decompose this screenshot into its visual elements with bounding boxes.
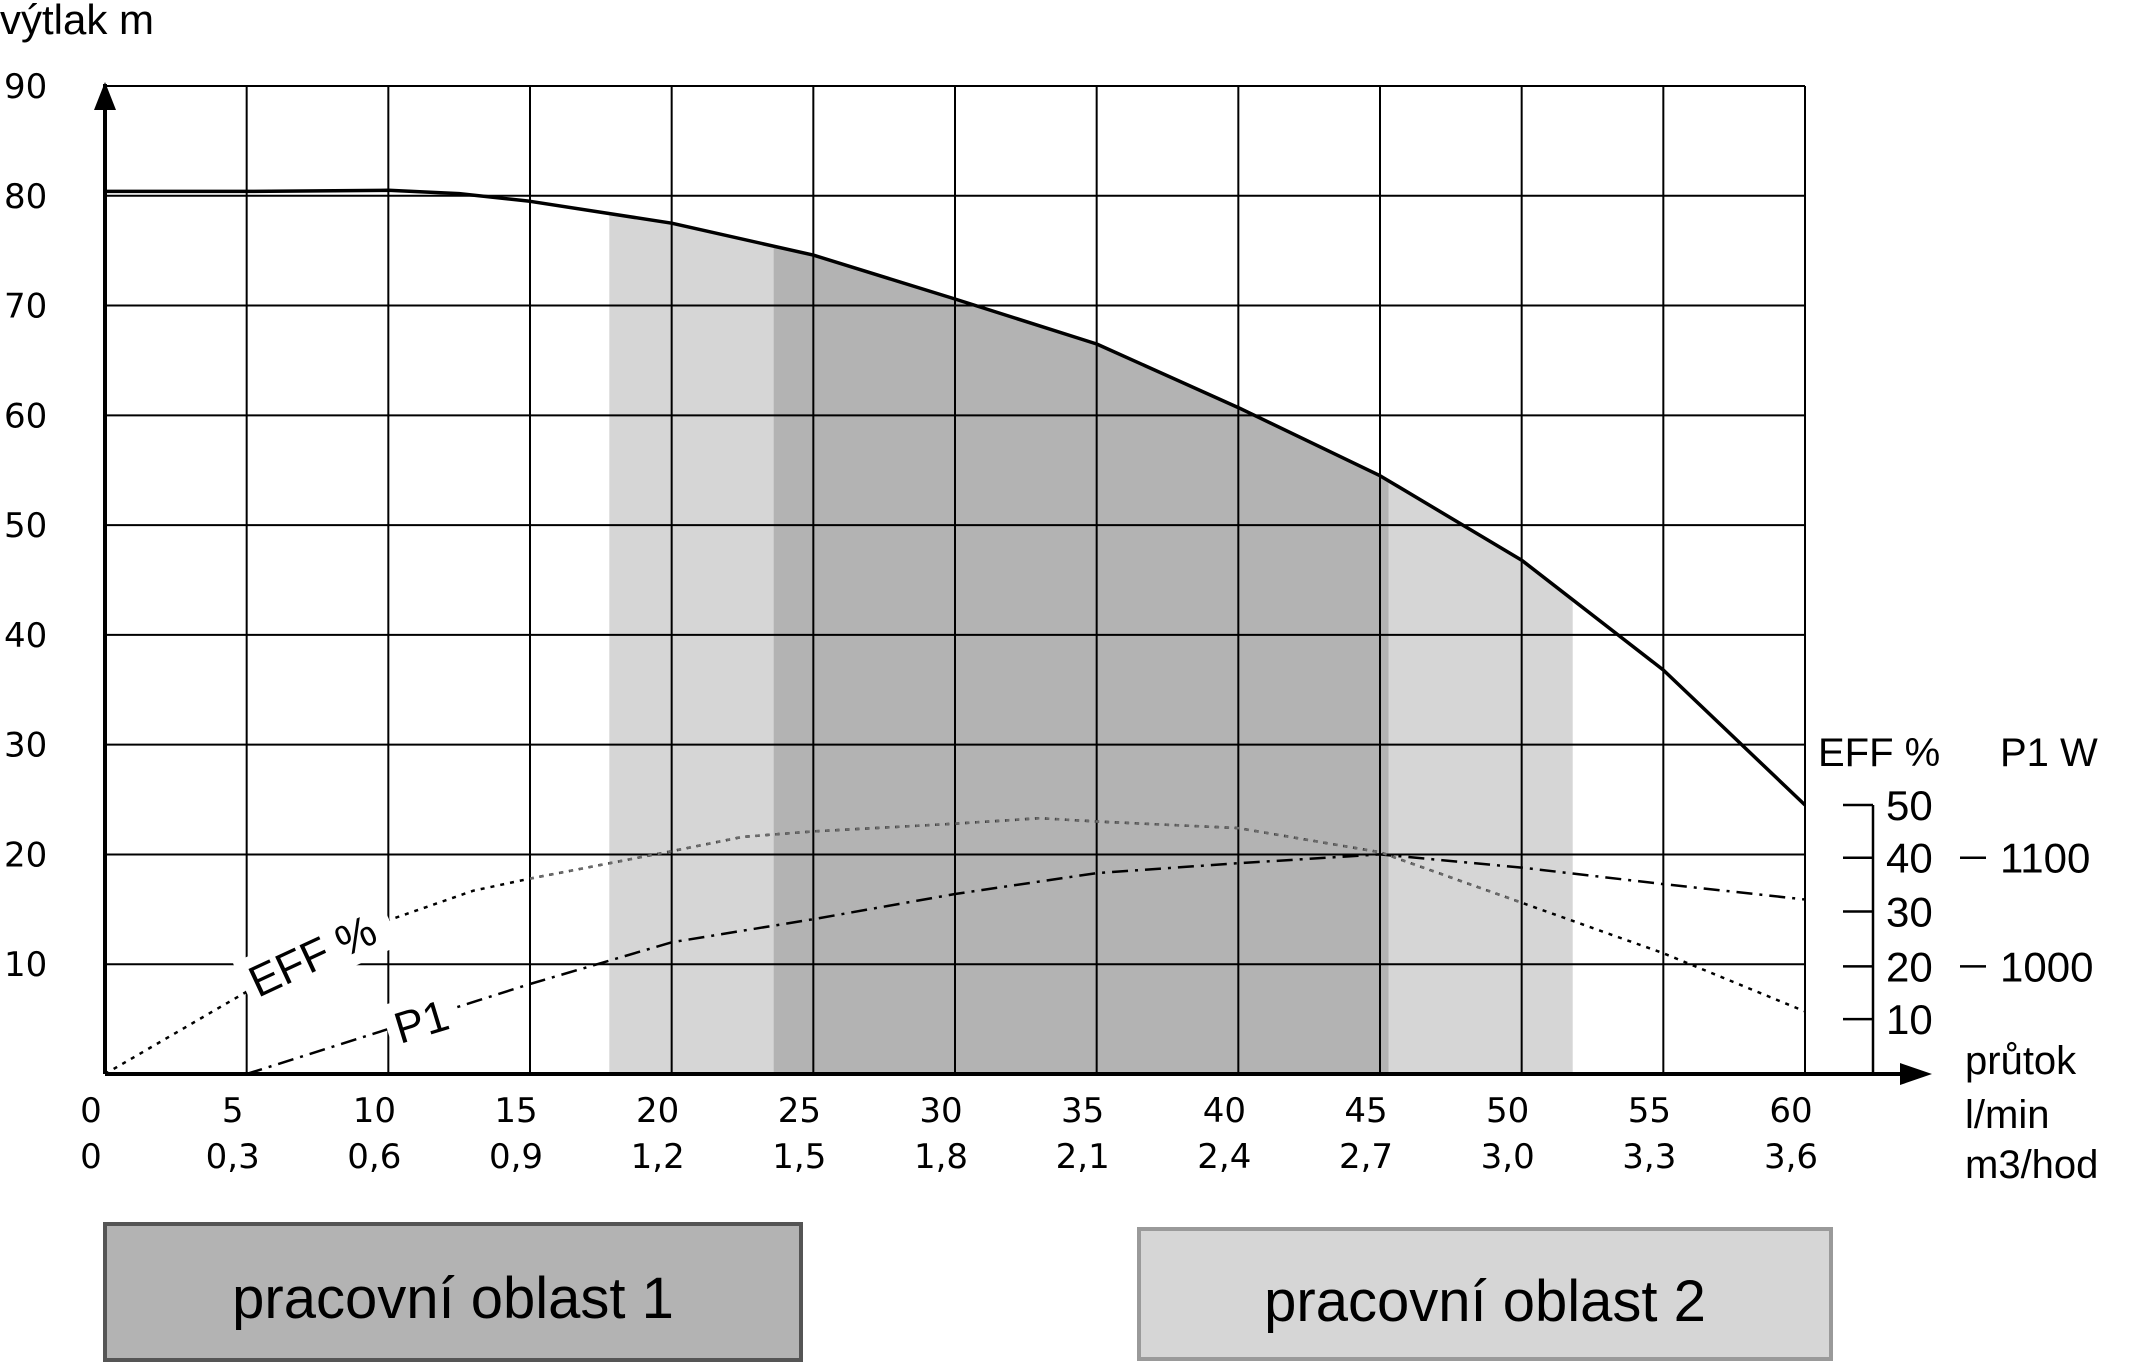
x-tick-label-m3: 3,6 [1764, 1137, 1818, 1177]
performance-curves [105, 188, 1805, 1074]
eff-curve-label: EFF % [232, 895, 401, 1013]
x-tick-label-m3: 0,6 [347, 1137, 401, 1177]
eff-axis-tick-label: 40 [1886, 835, 1933, 882]
curve-eff-shaded [529, 816, 1523, 904]
p1-axis-tick-label: 1100 [2000, 835, 2090, 882]
legend: pracovní oblast 1 pracovní oblast 2 [103, 1222, 1833, 1362]
y-tick-label: 90 [4, 67, 47, 107]
legend-region2-label: pracovní oblast 2 [1264, 1269, 1706, 1334]
x-tick-label-lmin: 55 [1628, 1091, 1671, 1131]
eff-axis-tick-label: 50 [1886, 782, 1933, 829]
p1-curve-label: P1 [380, 985, 463, 1058]
x-tick-label-m3: 2,4 [1197, 1137, 1251, 1177]
x-tick-label-lmin: 30 [919, 1091, 962, 1131]
x-axis-title-line: l/min [1965, 1093, 2049, 1137]
x-tick-label-lmin: 15 [494, 1091, 537, 1131]
y-axis-title: výtlak m [0, 0, 154, 43]
grid [105, 85, 1806, 1074]
y-tick-label: 60 [4, 396, 47, 436]
x-tick-label-m3: 1,5 [772, 1137, 826, 1177]
working-regions [609, 213, 1573, 1074]
x-tick-label-m3: 1,2 [631, 1137, 685, 1177]
x-tick-label-m3: 3,0 [1481, 1137, 1535, 1177]
x-tick-label-lmin: 60 [1769, 1091, 1812, 1131]
eff-axis-tick-label: 30 [1886, 889, 1933, 936]
eff-curve-label-text: EFF % [242, 906, 385, 1007]
x-tick-label-m3: 3,3 [1622, 1137, 1676, 1177]
x-tick-label-m3: 2,1 [1056, 1137, 1110, 1177]
legend-region1-swatch [103, 1222, 803, 1362]
y-tick-label: 70 [4, 287, 47, 327]
p1-axis-tick-label: 1000 [2000, 943, 2093, 990]
eff-axis-tick-label: 20 [1886, 943, 1933, 990]
x-axis-title-line: m3/hod [1965, 1143, 2098, 1187]
axes [94, 82, 1932, 1085]
x-tick-label-m3: 2,7 [1339, 1137, 1393, 1177]
y-tick-label: 30 [4, 726, 47, 766]
curve-head [105, 188, 1805, 807]
x-tick-label-lmin: 40 [1203, 1091, 1246, 1131]
x-tick-label-lmin: 50 [1486, 1091, 1529, 1131]
y-tick-label: 20 [4, 835, 47, 875]
y-axis-arrow [94, 82, 116, 110]
y-tick-label: 50 [4, 506, 47, 546]
x-tick-label-m3: 1,8 [914, 1137, 968, 1177]
x-tick-label-m3: 0,3 [206, 1137, 260, 1177]
x-tick-label-lmin: 0 [80, 1091, 102, 1131]
p1-axis-title: P1 W [2000, 731, 2098, 775]
eff-axis-tick-label: 10 [1886, 996, 1933, 1043]
x-tick-label-lmin: 10 [353, 1091, 396, 1131]
y-tick-label: 80 [4, 177, 47, 217]
labels: výtlak m 10 20 30 40 50 60 70 80 90 0 0 5 0,3 10 0,6 15 0… [0, 0, 2098, 1187]
x-tick-label-lmin: 5 [222, 1091, 244, 1131]
curve-p1 [246, 853, 1805, 1074]
x-axis-arrow [1900, 1063, 1932, 1085]
x-tick-label-lmin: 25 [778, 1091, 821, 1131]
x-tick-label-lmin: 35 [1061, 1091, 1104, 1131]
eff-axis-title: EFF % [1818, 731, 1940, 775]
legend-region1-label: pracovní oblast 1 [232, 1266, 674, 1331]
eff-curve-label-bg [232, 895, 401, 1013]
p1-curve-label-bg [380, 985, 463, 1058]
x-tick-label-lmin: 20 [636, 1091, 679, 1131]
legend-region2-swatch [1137, 1227, 1833, 1361]
region-dark [773, 246, 1389, 1074]
x-tick-label-lmin: 45 [1344, 1091, 1387, 1131]
x-tick-label-m3: 0,9 [489, 1137, 543, 1177]
y-tick-label: 10 [4, 945, 47, 985]
y-tick-label: 40 [4, 616, 47, 656]
x-axis-title-line: průtok [1965, 1039, 2077, 1083]
x-tick-label-m3: 0 [80, 1137, 102, 1177]
